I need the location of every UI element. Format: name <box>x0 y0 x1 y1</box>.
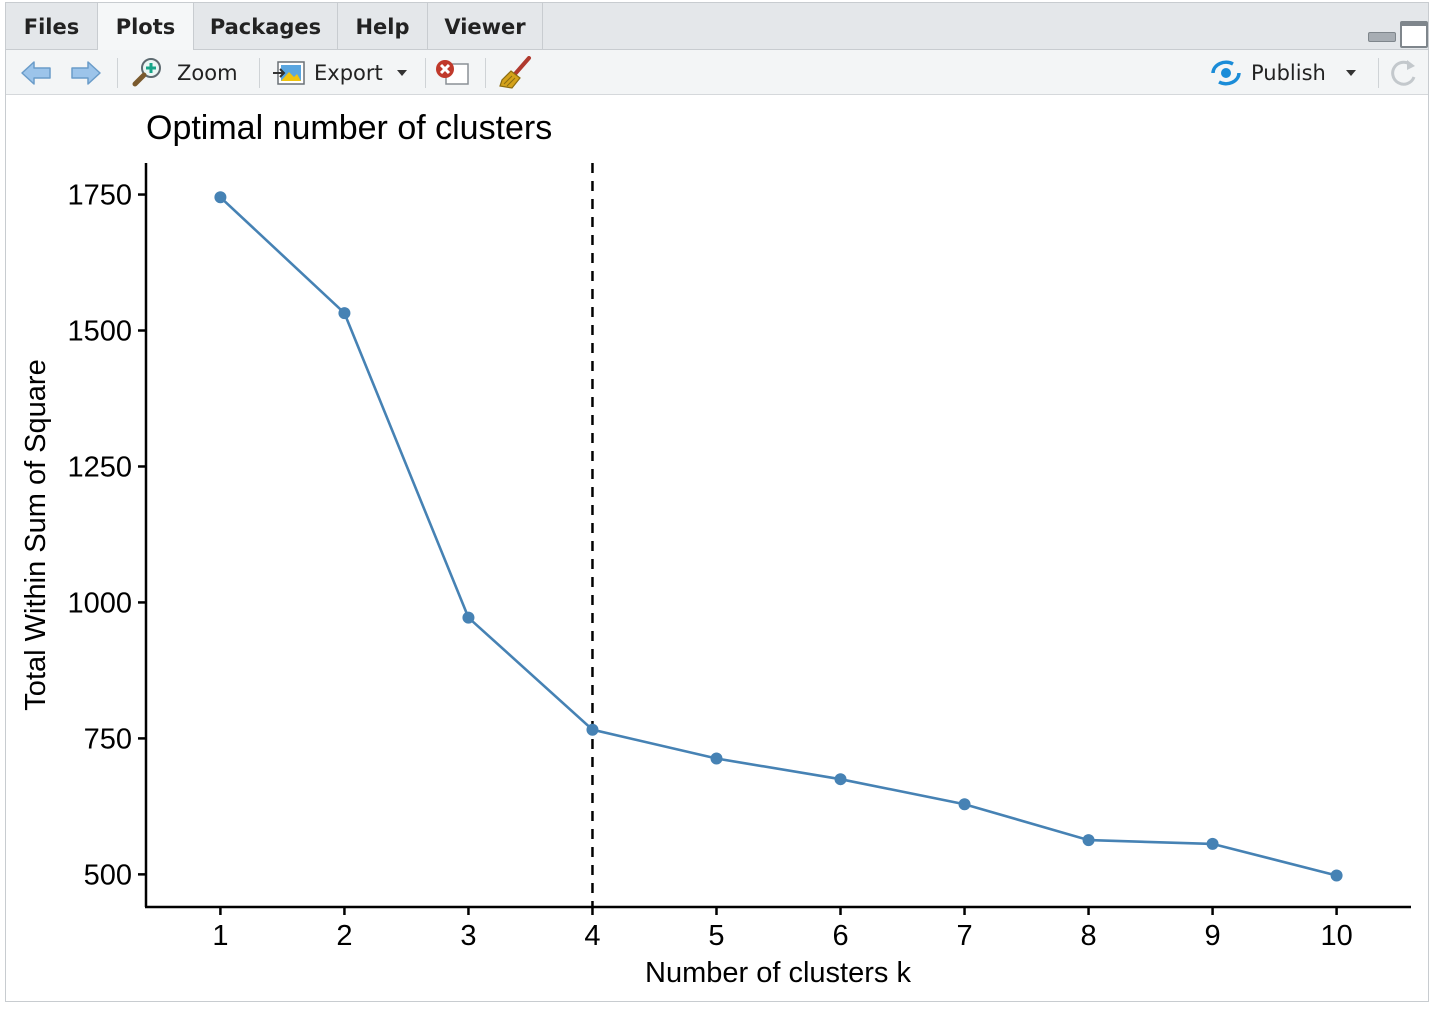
data-point <box>710 752 723 765</box>
toolbar-separator <box>485 58 486 88</box>
y-tick-label: 1000 <box>67 587 132 619</box>
plots-toolbar: Zoom Export <box>6 50 1428 95</box>
pane-tab-bar: Files Plots Packages Help Viewer <box>6 3 1428 51</box>
toolbar-separator <box>425 58 426 88</box>
y-tick-label: 1750 <box>67 180 132 212</box>
tab-viewer[interactable]: Viewer <box>428 3 543 50</box>
plot-area: Optimal number of clusters 500 750 1000 125… <box>6 95 1430 1001</box>
tab-plots[interactable]: Plots <box>98 3 194 51</box>
x-tick-label: 5 <box>708 920 724 952</box>
toolbar-separator <box>259 58 260 88</box>
magnifier-plus-icon <box>132 57 161 86</box>
x-tick-label: 4 <box>584 920 600 952</box>
plots-pane: Files Plots Packages Help Viewer <box>5 2 1429 1002</box>
remove-plot-icon <box>436 59 469 85</box>
remove-plot-button[interactable] <box>434 50 470 95</box>
data-point <box>1206 837 1219 850</box>
x-axis-title: Number of clusters k <box>645 957 911 989</box>
x-tick-label: 1 <box>212 920 228 952</box>
elbow-chart: Optimal number of clusters 5007501000125… <box>20 109 1411 989</box>
clear-all-plots-button[interactable] <box>498 50 534 95</box>
data-point <box>958 798 971 811</box>
tab-files[interactable]: Files <box>6 3 98 50</box>
x-tick-label: 3 <box>460 920 476 952</box>
zoom-label: Zoom <box>177 60 238 85</box>
chevron-down-icon <box>1345 69 1356 76</box>
x-tick-label: 6 <box>832 920 848 952</box>
tab-help[interactable]: Help <box>338 3 428 50</box>
y-tick-label: 750 <box>84 723 132 755</box>
forward-button[interactable] <box>70 50 102 95</box>
data-point <box>834 773 847 786</box>
publish-label: Publish <box>1251 60 1326 85</box>
x-tick-label: 7 <box>956 920 972 952</box>
publish-icon <box>1211 60 1241 85</box>
minimize-pane-button[interactable] <box>1368 32 1396 42</box>
x-tick-label: 10 <box>1320 920 1352 952</box>
data-point <box>214 191 227 204</box>
x-tick-label: 2 <box>336 920 352 952</box>
tab-packages[interactable]: Packages <box>194 3 338 50</box>
series-line <box>219 196 1337 877</box>
x-tick-label: 9 <box>1204 920 1220 952</box>
y-tick-label: 1500 <box>67 316 132 348</box>
arrow-right-icon <box>71 60 101 85</box>
export-image-icon <box>273 60 305 85</box>
export-button[interactable]: Export <box>272 50 407 95</box>
toolbar-separator <box>1378 58 1379 88</box>
arrow-left-icon <box>21 60 51 85</box>
maximize-pane-button[interactable] <box>1400 21 1428 48</box>
zoom-button[interactable]: Zoom <box>131 50 238 95</box>
y-tick-label: 500 <box>84 859 132 891</box>
toolbar-separator <box>117 58 118 88</box>
refresh-icon <box>1391 59 1416 86</box>
back-button[interactable] <box>20 50 52 95</box>
refresh-button[interactable] <box>1388 50 1420 95</box>
data-point <box>462 611 475 624</box>
broom-icon <box>499 55 531 89</box>
chart-title: Optimal number of clusters <box>146 109 552 147</box>
data-point <box>338 307 351 320</box>
y-axis-title: Total Within Sum of Square <box>20 359 52 710</box>
data-point <box>1330 869 1343 882</box>
x-tick-label: 8 <box>1080 920 1096 952</box>
export-label: Export <box>314 60 383 85</box>
chevron-down-icon <box>396 69 407 76</box>
publish-button[interactable]: Publish <box>1209 50 1356 95</box>
y-tick-label: 1250 <box>67 451 132 483</box>
data-point <box>1082 834 1095 847</box>
data-point <box>586 723 599 736</box>
